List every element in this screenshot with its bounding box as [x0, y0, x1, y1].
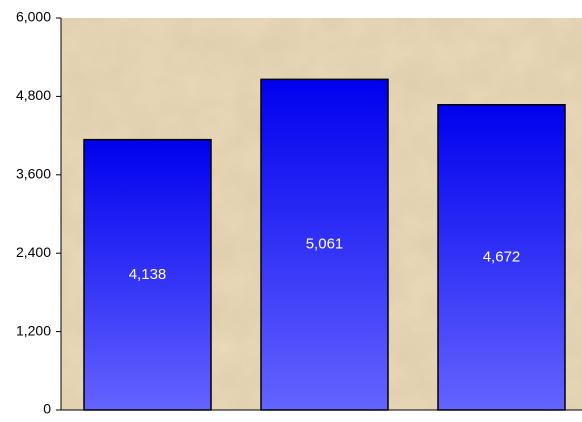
y-tick-label: 3,600 — [16, 166, 51, 182]
data-labels-layer: 4,138 5,061 4,672 — [129, 236, 521, 283]
bar-value-label: 4,138 — [129, 266, 167, 283]
y-tick-label: 6,000 — [16, 9, 51, 25]
y-tick-label: 4,800 — [16, 87, 51, 103]
bar-value-label: 5,061 — [306, 236, 344, 253]
bar — [437, 104, 566, 411]
bar — [260, 78, 389, 411]
y-tick-label: 1,200 — [16, 322, 51, 338]
bar-value-label: 4,672 — [483, 248, 521, 265]
y-tick-label: 0 — [43, 401, 51, 417]
y-ticks-layer: 0 1,200 2,400 3,600 4,800 6,000 — [16, 9, 61, 417]
bars-layer — [83, 78, 566, 411]
y-tick-label: 2,400 — [16, 244, 51, 260]
y-axis — [60, 18, 582, 411]
